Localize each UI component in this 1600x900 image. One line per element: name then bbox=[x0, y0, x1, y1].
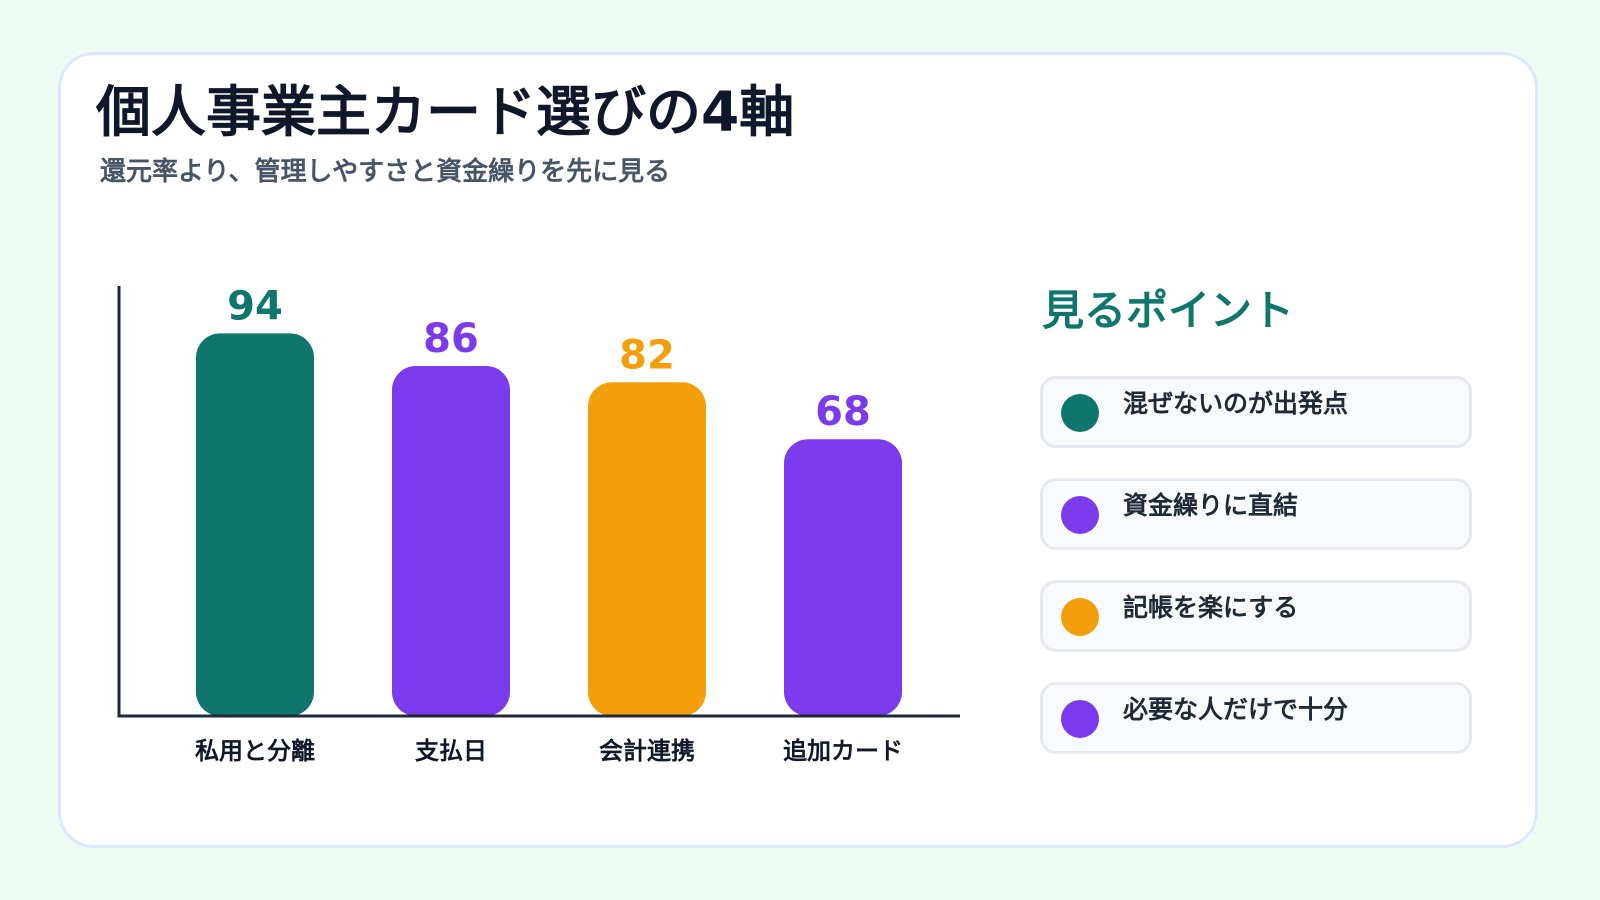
point-dot bbox=[1061, 496, 1099, 534]
point-item: 記帳を楽にする bbox=[1040, 580, 1472, 652]
x-tick-label: 会計連携 bbox=[599, 737, 695, 765]
bar-value-label: 86 bbox=[423, 316, 479, 362]
x-tick-label: 私用と分離 bbox=[195, 737, 315, 765]
page-title: 個人事業主カード選びの4軸 bbox=[96, 80, 795, 144]
x-tick-label: 支払日 bbox=[415, 737, 487, 765]
x-tick-label: 追加カード bbox=[783, 737, 903, 765]
point-dot bbox=[1061, 394, 1099, 432]
point-item: 混ぜないのが出発点 bbox=[1040, 376, 1472, 448]
point-dot bbox=[1061, 700, 1099, 738]
bar bbox=[784, 439, 902, 716]
bar-value-label: 82 bbox=[619, 332, 675, 378]
bar-value-label: 94 bbox=[227, 283, 283, 329]
point-label: 混ぜないのが出発点 bbox=[1123, 389, 1349, 418]
points-panel-title: 見るポイント bbox=[1042, 286, 1295, 335]
point-item: 必要な人だけで十分 bbox=[1040, 682, 1472, 754]
point-item: 資金繰りに直結 bbox=[1040, 478, 1472, 550]
point-dot bbox=[1061, 598, 1099, 636]
point-label: 必要な人だけで十分 bbox=[1123, 695, 1349, 724]
point-label: 資金繰りに直結 bbox=[1123, 491, 1299, 520]
page-subtitle: 還元率より、管理しやすさと資金繰りを先に見る bbox=[100, 157, 671, 187]
bar bbox=[588, 382, 706, 716]
bar-value-label: 68 bbox=[815, 389, 871, 435]
bar bbox=[392, 365, 510, 716]
bar bbox=[196, 333, 314, 716]
point-label: 記帳を楽にする bbox=[1123, 593, 1299, 622]
